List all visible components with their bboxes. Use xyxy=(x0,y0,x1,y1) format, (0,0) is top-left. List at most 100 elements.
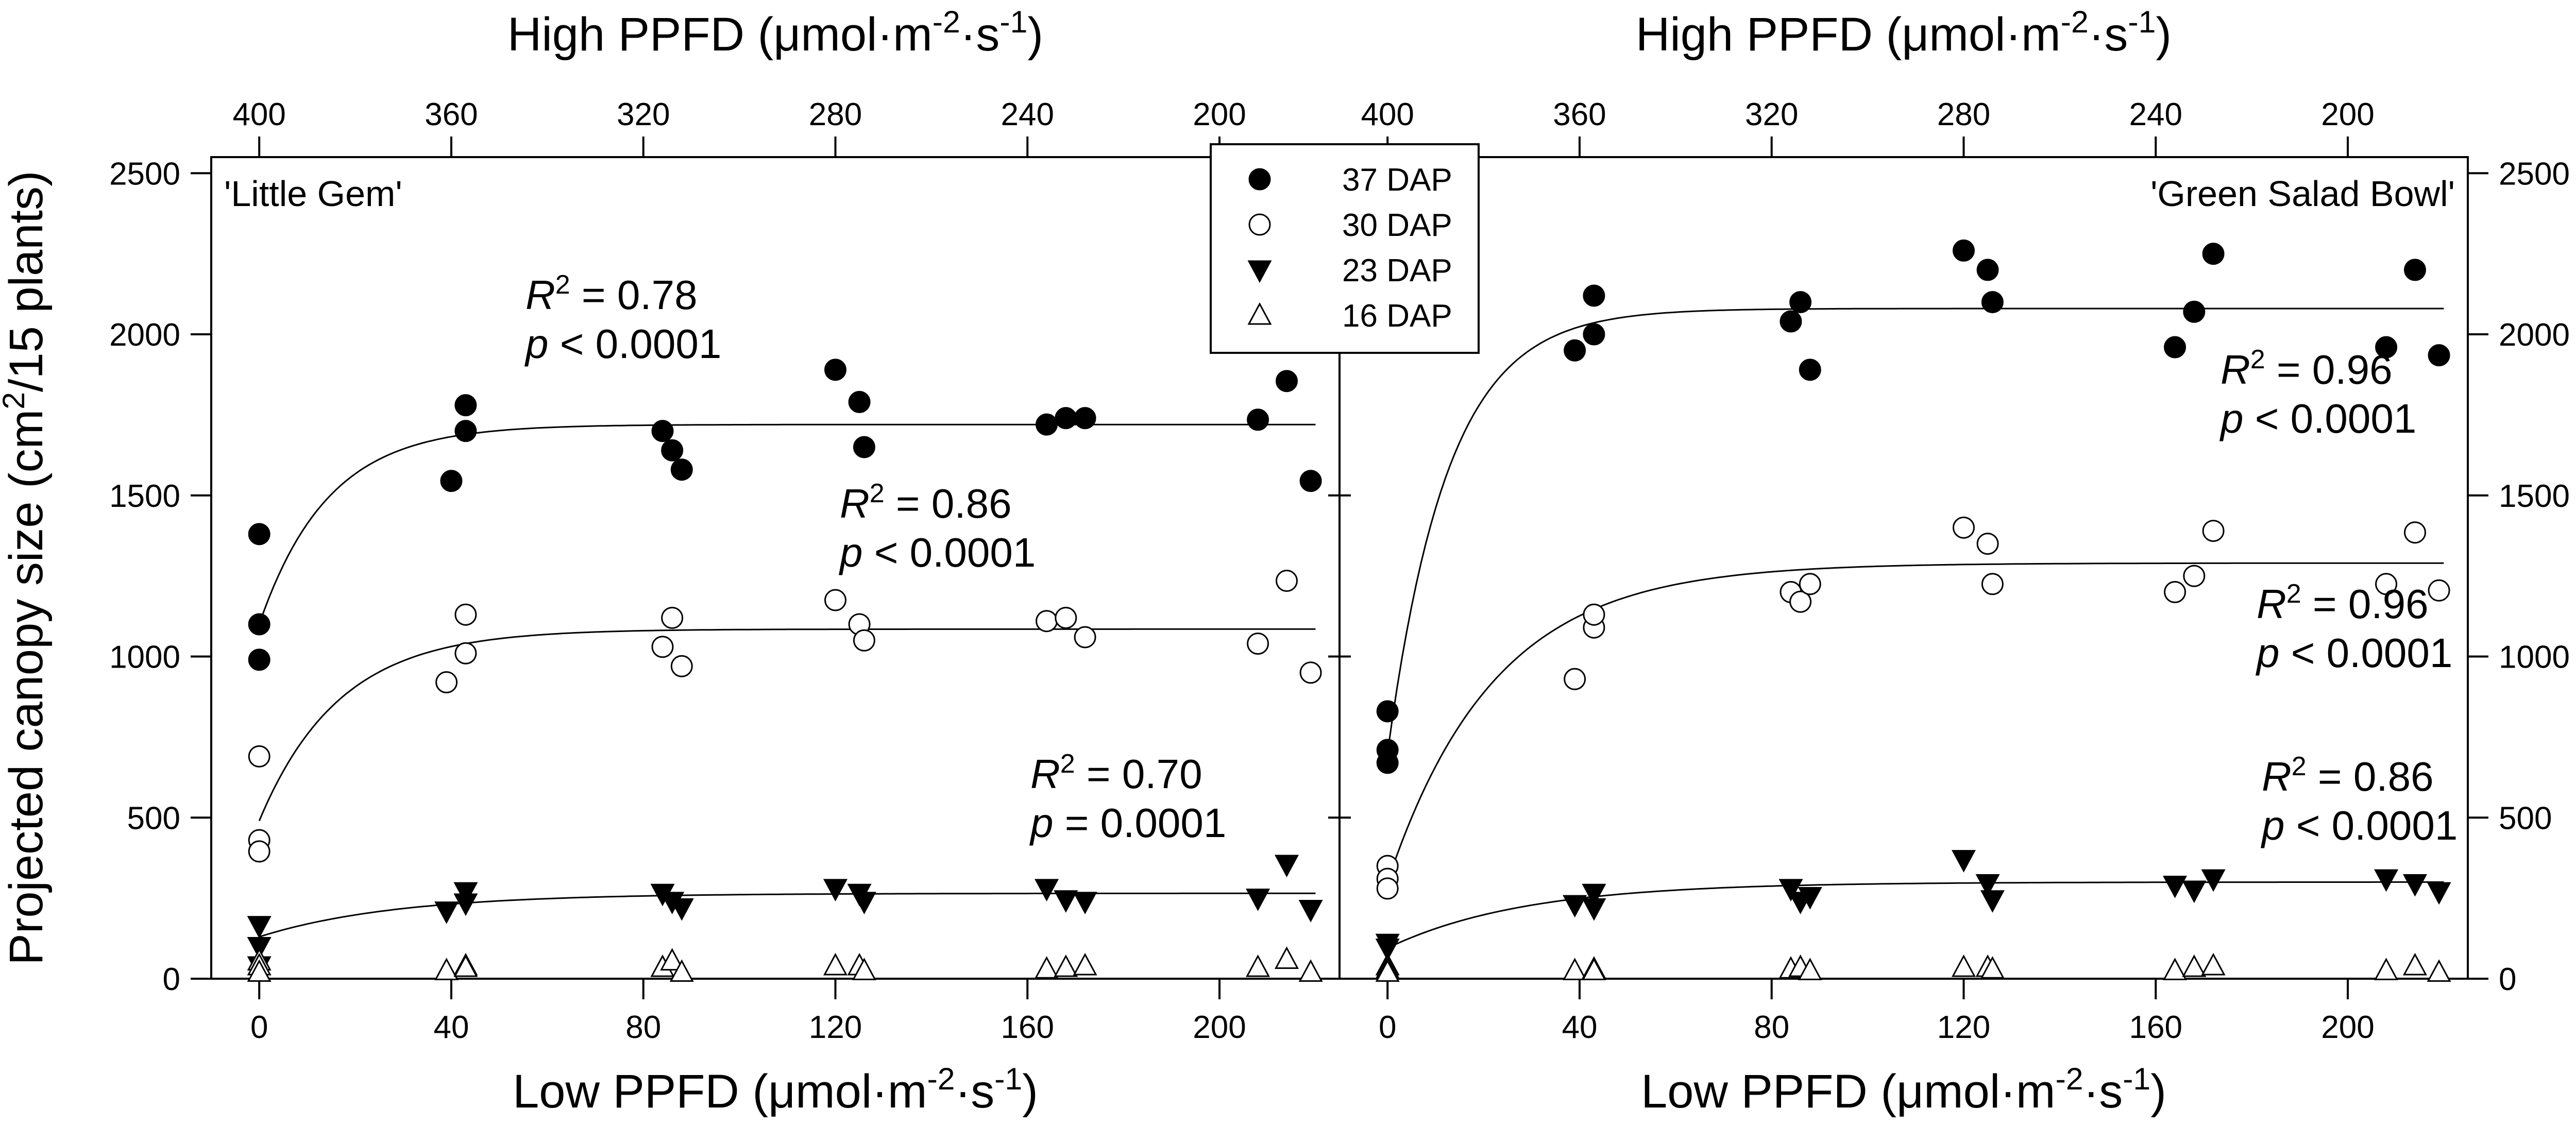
data-point xyxy=(248,745,270,768)
data-point xyxy=(1274,855,1299,878)
legend-label: 23 DAP xyxy=(1342,253,1452,288)
panel-label: 'Green Salad Bowl' xyxy=(2150,174,2455,214)
data-point xyxy=(1074,626,1096,649)
data-point xyxy=(661,439,684,462)
data-point xyxy=(1055,407,1077,430)
data-point xyxy=(434,958,459,980)
data-point xyxy=(669,898,694,921)
legend-marker xyxy=(1248,213,1271,236)
y-tick-label: 2000 xyxy=(109,317,180,353)
data-point xyxy=(824,589,846,611)
x-tick-label: 80 xyxy=(625,1010,661,1045)
legend-marker xyxy=(1248,168,1271,191)
data-point xyxy=(247,936,272,960)
legend-marker xyxy=(1247,260,1272,283)
y-tick-label: 2500 xyxy=(109,156,180,192)
data-point xyxy=(2403,521,2426,544)
data-point xyxy=(2164,336,2187,359)
y-tick-label: 2000 xyxy=(2499,317,2570,353)
legend: 37 DAP 30 DAP 23 DAP 16 DAP xyxy=(1210,143,1480,354)
data-point xyxy=(1564,339,1586,362)
r-squared-annotation: R2 = 0.96 xyxy=(2221,345,2393,393)
y-tick-label: 0 xyxy=(2499,962,2516,997)
data-point xyxy=(1582,898,1606,921)
x-top-tick-label: 200 xyxy=(1193,97,1246,132)
data-point xyxy=(1582,958,1606,980)
data-point xyxy=(1976,533,1999,555)
data-point xyxy=(247,916,272,939)
r-squared-annotation: R2 = 0.70 xyxy=(1030,749,1202,797)
data-point xyxy=(2182,880,2207,904)
data-point xyxy=(1375,939,1400,961)
data-point xyxy=(248,613,270,636)
data-point xyxy=(1981,573,2004,595)
data-point xyxy=(1299,661,1322,684)
data-point xyxy=(1952,239,1975,262)
x-tick-label: 200 xyxy=(2321,1010,2374,1045)
data-point xyxy=(1780,310,1802,333)
p-value-annotation: p < 0.0001 xyxy=(2261,803,2458,848)
data-point xyxy=(848,390,871,413)
x-tick-label: 80 xyxy=(1754,1010,1789,1045)
data-point xyxy=(2201,869,2226,892)
x-tick-label: 160 xyxy=(2129,1010,2182,1045)
r-squared-annotation: R2 = 0.96 xyxy=(2257,579,2429,627)
data-point xyxy=(823,879,848,902)
r-squared-annotation: R2 = 0.86 xyxy=(840,479,1012,526)
x-tick-label: 120 xyxy=(809,1010,862,1045)
x-top-tick-label: 360 xyxy=(1553,97,1606,132)
data-point xyxy=(247,959,272,982)
y-tick-label: 2500 xyxy=(2499,156,2570,192)
y-tick-label: 1500 xyxy=(2499,479,2570,514)
data-point xyxy=(1563,958,1587,980)
data-point xyxy=(2183,300,2206,323)
data-point xyxy=(1074,407,1096,430)
x-axis-label: Low PPFD (μmol·m-2·s-1) xyxy=(513,1061,1038,1118)
data-point xyxy=(852,892,876,915)
data-point xyxy=(1299,470,1322,492)
data-point xyxy=(660,948,685,971)
data-point xyxy=(1036,413,1058,436)
data-point xyxy=(1798,887,1822,910)
data-point xyxy=(1275,370,1298,393)
data-point xyxy=(2427,959,2451,982)
series-37-dap: R2 = 0.78p < 0.0001 xyxy=(248,270,1322,671)
data-point xyxy=(670,458,693,481)
panel-2: 0400403608032012028016024020020005001000… xyxy=(1328,4,2570,1118)
x-top-tick-label: 240 xyxy=(1001,97,1054,132)
data-point xyxy=(2403,259,2426,281)
x-axis-label: Low PPFD (μmol·m-2·s-1) xyxy=(1641,1061,2166,1118)
data-point xyxy=(1951,850,1976,873)
x-top-tick-label: 280 xyxy=(809,97,862,132)
data-point xyxy=(2183,565,2206,587)
data-point xyxy=(1583,603,1605,626)
data-point xyxy=(1583,323,1605,346)
y-axis-label: Projected canopy size (cm2/15 plants) xyxy=(0,171,53,965)
data-point xyxy=(1073,892,1097,915)
data-point xyxy=(1582,883,1606,907)
data-point xyxy=(2374,869,2399,892)
y-tick-label: 1000 xyxy=(2499,640,2570,675)
data-point xyxy=(651,420,674,442)
data-point xyxy=(454,642,477,664)
fit-curve xyxy=(259,892,1316,938)
data-point xyxy=(823,952,848,976)
data-point xyxy=(2202,520,2225,542)
p-value-annotation: p = 0.0001 xyxy=(1029,800,1226,846)
data-point xyxy=(1583,284,1605,307)
data-point xyxy=(1376,877,1399,900)
data-point xyxy=(853,436,875,458)
x-tick-label: 0 xyxy=(1379,1010,1396,1045)
data-point xyxy=(248,840,270,863)
data-point xyxy=(454,394,477,417)
series-23-dap: R2 = 0.86p < 0.0001 xyxy=(1375,752,2458,961)
data-point xyxy=(1980,956,2005,979)
data-point xyxy=(1246,889,1270,911)
x-top-tick-label: 240 xyxy=(2129,97,2182,132)
x-top-tick-label: 280 xyxy=(1937,97,1990,132)
fit-curve xyxy=(258,628,1316,822)
data-point xyxy=(1036,610,1058,633)
data-point xyxy=(1789,291,1812,313)
data-point xyxy=(1975,874,2000,897)
